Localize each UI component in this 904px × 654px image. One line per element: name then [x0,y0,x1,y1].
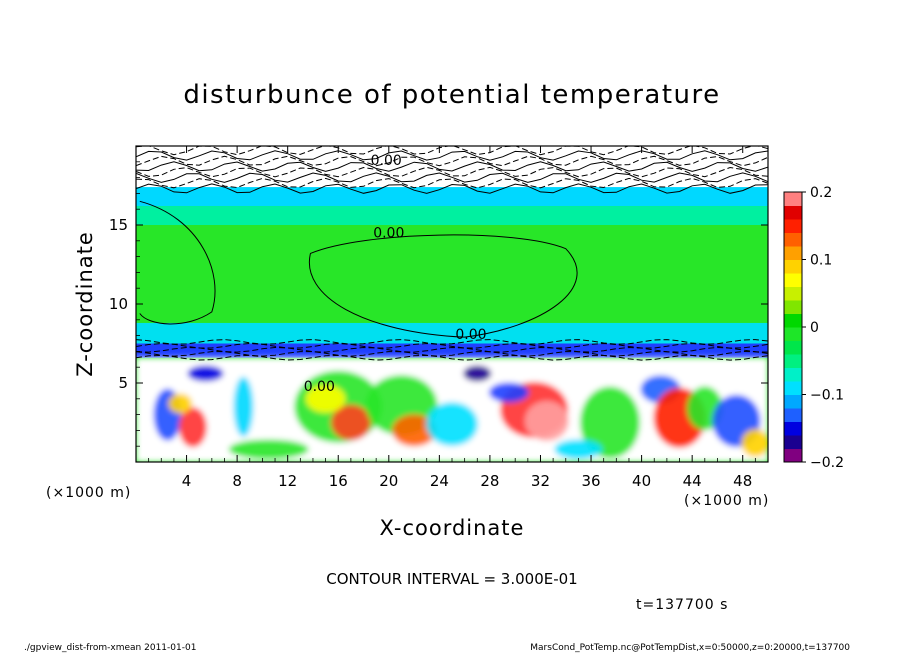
heatmap-region-3 [136,206,768,225]
contour-line-lower-2 [136,346,768,353]
colorbar-segment-3 [784,408,802,422]
contour-lines [136,146,768,361]
colorbar-label-3: −0.1 [810,388,844,404]
contour-label-1: 0.00 [373,226,404,242]
colorbar-segment-2 [784,421,802,436]
colorbar-segment-12 [784,286,802,301]
heatmap-blob-6 [305,384,346,413]
contour-line-center [308,234,578,338]
heatmap-blob-19 [228,439,309,460]
x-tick-label-48: 48 [733,472,752,490]
heatmap-blob-1 [178,407,207,448]
heatmap-blob-2 [168,393,193,414]
colorbar-segment-17 [784,219,802,233]
y-tick-label-15: 15 [109,216,128,234]
x-tick-label-40: 40 [632,472,651,490]
colorbar-segment-0 [784,448,802,463]
contour-label-3: 0.00 [304,379,335,395]
heatmap-blob-21 [187,365,224,382]
heatmap-blob-8 [392,414,437,447]
x-tick-label-36: 36 [581,472,600,490]
x-tick-label-44: 44 [683,472,702,490]
colorbar-segment-1 [784,435,802,449]
contour-line-upper-0 [136,183,768,194]
contour-interval-label: CONTOUR INTERVAL = 3.000E-01 [326,570,577,588]
x-tick-label-32: 32 [531,472,550,490]
y-axis: 5 10 15 [109,161,768,447]
heatmap-turbulence [136,357,768,462]
footer-right: MarsCond_PotTemp.nc@PotTempDist,x=0:5000… [530,643,850,653]
colorbar-segment-19 [784,192,802,206]
contour-line-upper-5 [136,155,768,167]
contour-line-left [139,200,216,325]
heatmap-blob-20 [554,439,603,460]
colorbar-segment-16 [784,232,802,247]
contour-line-upper-4 [136,161,768,172]
chart-title: disturbunce of potential temperature [183,80,720,110]
heatmap-blob-11 [524,400,569,441]
colorbar-segment-15 [784,246,802,260]
y-tick-label-10: 10 [109,295,128,313]
colorbar-segment-18 [784,205,802,220]
x-axis-label: X-coordinate [380,516,525,540]
colorbar-segment-10 [784,313,802,328]
contour-line-upper-6 [136,150,768,161]
contour-line-upper-1 [136,177,768,189]
colorbar-segment-13 [784,273,802,287]
colorbar-segment-8 [784,340,802,355]
colorbar-segment-11 [784,300,802,314]
heatmap-blob-12 [488,382,529,403]
colorbar-label-4: −0.2 [810,455,844,471]
heatmap-blob-9 [426,402,478,447]
contour-line-upper-7 [136,146,768,156]
x-unit-label-left: (×1000 m) [46,485,131,501]
time-label: t=137700 s [636,597,728,613]
y-axis-label: Z-coordinate [73,231,97,377]
heatmap-blob-13 [580,386,640,459]
x-tick-label-24: 24 [430,472,449,490]
contour-line-lower-0 [136,354,768,361]
colorbar-segment-4 [784,394,802,409]
heatmap-blob-22 [463,365,492,382]
heatmap-region-4 [136,322,768,344]
heatmap-blob-18 [741,429,768,458]
colorbar-segment-14 [784,259,802,274]
colorbar-segment-9 [784,327,802,341]
contour-line-lower-4 [136,339,768,345]
plot-area [136,146,768,462]
heatmap-region-2 [136,187,768,207]
colorbar: 0.2 0.1 0 −0.1 −0.2 [783,185,844,471]
colorbar-segment-7 [784,354,802,368]
x-axis: 4 8 12 16 20 24 28 32 36 40 44 48 [148,146,756,490]
x-unit-label-right: (×1000 m) [684,493,769,509]
contour-label-0: 0.00 [371,153,402,169]
x-tick-label-8: 8 [232,472,242,490]
footer-left: ./gpview_dist-from-xmean 2011-01-01 [24,643,196,653]
contour-line-lower-1 [136,350,768,357]
contour-line-upper-2 [136,172,768,183]
colorbar-segment-6 [784,367,802,382]
heatmap-region-5 [136,343,768,358]
contour-line-upper-3 [136,166,768,178]
colorbar-label-0: 0.2 [810,185,832,201]
heatmap-blob-5 [330,404,371,441]
colorbar-segment-5 [784,381,802,395]
contour-label-2: 0.00 [455,327,486,343]
x-tick-label-12: 12 [278,472,297,490]
contour-line-lower-3 [136,342,768,349]
y-tick-label-5: 5 [118,374,128,392]
x-tick-label-20: 20 [379,472,398,490]
x-tick-label-4: 4 [182,472,192,490]
heatmap-blob-3 [233,376,254,437]
colorbar-label-2: 0 [810,320,819,336]
x-tick-label-16: 16 [329,472,348,490]
contour-labels: 0.00 0.00 0.00 0.00 [304,153,487,395]
colorbar-label-1: 0.1 [810,253,832,269]
x-tick-label-28: 28 [480,472,499,490]
